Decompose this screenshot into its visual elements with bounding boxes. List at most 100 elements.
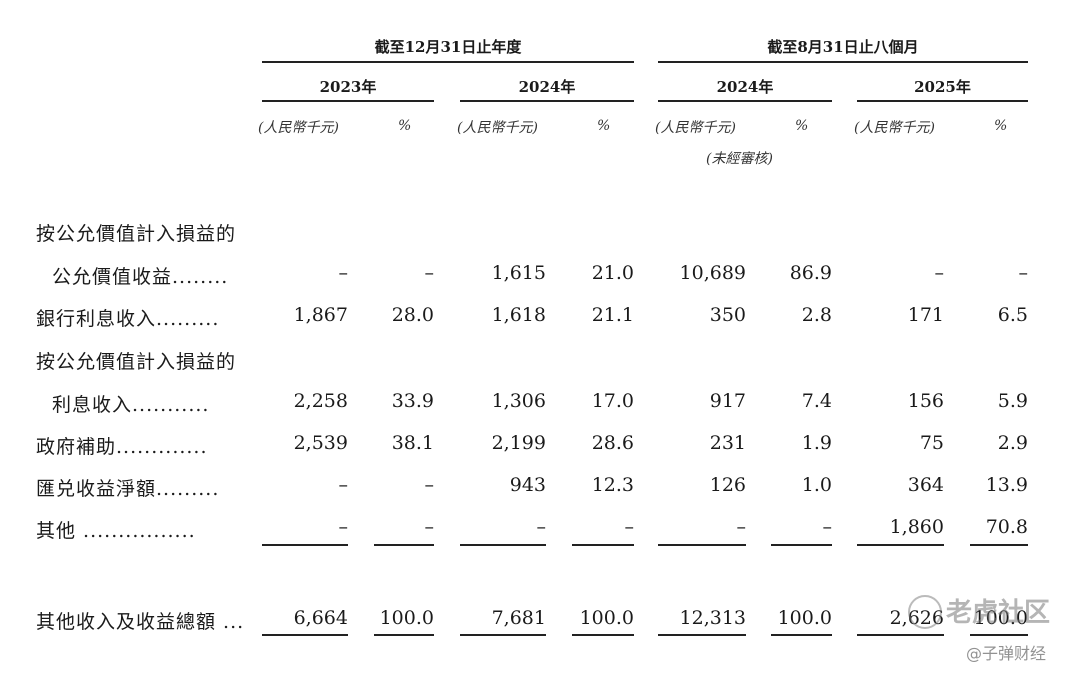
cell-fx-gains-2023-amount: – xyxy=(338,474,349,496)
subtotal-rule-2023-pct xyxy=(374,544,434,546)
cell-fx-gains-2024fy-pct: 12.3 xyxy=(591,474,634,496)
year-rule-2025 xyxy=(857,100,1028,102)
cell-total-2024fy-pct: 100.0 xyxy=(579,607,634,629)
cell-others-2023-pct: – xyxy=(424,516,435,538)
cell-fx-gains-2024m-pct: 1.0 xyxy=(801,474,832,496)
cell-gov-grants-2024fy-amount: 2,199 xyxy=(491,432,546,454)
cell-fvtpl-interest-2023-pct: 33.9 xyxy=(391,390,434,412)
cell-gov-grants-2025-pct: 2.9 xyxy=(997,432,1028,454)
unit-pct-2024-8m: % xyxy=(795,118,809,134)
cell-fx-gains-2023-pct: – xyxy=(424,474,435,496)
year-header-2024-fy: 2024年 xyxy=(518,78,576,96)
unit-rmb-2024-fy: (人民幣千元) xyxy=(457,120,538,136)
cell-others-2023-amount: – xyxy=(338,516,349,538)
total-rule-2023-amount xyxy=(262,634,348,636)
subtotal-rule-2024fy-amount xyxy=(460,544,546,546)
year-rule-2023 xyxy=(262,100,434,102)
cell-fvtpl-interest-2024m-pct: 7.4 xyxy=(801,390,832,412)
cell-bank-interest-2024m-pct: 2.8 xyxy=(801,304,832,326)
period-rule-eight-months xyxy=(658,61,1028,63)
cell-fvtpl-interest-2025-pct: 5.9 xyxy=(997,390,1028,412)
cell-fv-gains-2024m-pct: 86.9 xyxy=(789,262,832,284)
cell-gov-grants-2024m-pct: 1.9 xyxy=(801,432,832,454)
total-rule-2024m-pct xyxy=(771,634,832,636)
year-rule-2024-8m xyxy=(658,100,832,102)
cell-others-2024fy-amount: – xyxy=(536,516,547,538)
cell-fx-gains-2025-pct: 13.9 xyxy=(985,474,1028,496)
row-label-fvtpl-interest-line1: 按公允價值計入損益的 xyxy=(36,351,237,373)
period-rule-fiscal-year xyxy=(262,61,634,63)
cell-fx-gains-2024m-amount: 126 xyxy=(709,474,746,496)
row-label-fv-line1: 按公允價值計入損益的 xyxy=(36,223,237,245)
unit-pct-2024-fy: % xyxy=(597,118,611,134)
watermark-author: @子弹财经 xyxy=(966,644,1047,663)
cell-gov-grants-2023-pct: 38.1 xyxy=(391,432,434,454)
cell-fv-gains-2024m-amount: 10,689 xyxy=(679,262,746,284)
cell-bank-interest-2023-pct: 28.0 xyxy=(391,304,434,326)
cell-bank-interest-2024m-amount: 350 xyxy=(709,304,746,326)
cell-fx-gains-2025-amount: 364 xyxy=(907,474,944,496)
unit-rmb-2024-8m: (人民幣千元) xyxy=(655,120,736,136)
unit-rmb-2025: (人民幣千元) xyxy=(854,120,935,136)
cell-bank-interest-2023-amount: 1,867 xyxy=(293,304,348,326)
cell-gov-grants-2024fy-pct: 28.6 xyxy=(591,432,634,454)
cell-total-2024fy-amount: 7,681 xyxy=(491,607,546,629)
cell-fvtpl-interest-2025-amount: 156 xyxy=(907,390,944,412)
subtotal-rule-2023-amount xyxy=(262,544,348,546)
cell-fvtpl-interest-2024fy-pct: 17.0 xyxy=(591,390,634,412)
cell-fvtpl-interest-2024fy-amount: 1,306 xyxy=(491,390,546,412)
cell-others-2025-amount: 1,860 xyxy=(889,516,944,538)
watermark-brand: 老虎社区 xyxy=(946,598,1051,628)
unit-pct-2025: % xyxy=(994,118,1008,134)
watermark-logo-icon xyxy=(908,595,942,629)
subtotal-rule-2025-pct xyxy=(970,544,1028,546)
cell-total-2024m-amount: 12,313 xyxy=(679,607,746,629)
cell-bank-interest-2024fy-amount: 1,618 xyxy=(491,304,546,326)
total-rule-2025-pct xyxy=(970,634,1028,636)
year-header-2023: 2023年 xyxy=(319,78,377,96)
subtotal-rule-2024fy-pct xyxy=(572,544,634,546)
row-label-fv-line2: 公允價值收益........ xyxy=(52,266,229,288)
unit-pct-2023: % xyxy=(398,118,412,134)
year-rule-2024-fy xyxy=(460,100,634,102)
total-rule-2023-pct xyxy=(374,634,434,636)
total-rule-2025-amount xyxy=(857,634,944,636)
period-header-fiscal-year: 截至12月31日止年度 xyxy=(374,38,522,56)
cell-bank-interest-2025-amount: 171 xyxy=(907,304,944,326)
cell-total-2023-pct: 100.0 xyxy=(379,607,434,629)
year-header-2024-8m: 2024年 xyxy=(716,78,774,96)
cell-others-2024m-amount: – xyxy=(736,516,747,538)
row-label-others: 其他 ................ xyxy=(36,520,196,542)
cell-fv-gains-2023-pct: – xyxy=(424,262,435,284)
row-label-total: 其他收入及收益總額 ... xyxy=(36,611,245,633)
cell-gov-grants-2024m-amount: 231 xyxy=(709,432,746,454)
cell-total-2024m-pct: 100.0 xyxy=(777,607,832,629)
cell-others-2025-pct: 70.8 xyxy=(985,516,1028,538)
cell-bank-interest-2025-pct: 6.5 xyxy=(997,304,1028,326)
cell-gov-grants-2025-amount: 75 xyxy=(919,432,944,454)
row-label-fvtpl-interest-line2: 利息收入........... xyxy=(52,394,210,416)
cell-fv-gains-2025-amount: – xyxy=(934,262,945,284)
subtotal-rule-2024m-pct xyxy=(771,544,832,546)
cell-fvtpl-interest-2023-amount: 2,258 xyxy=(293,390,348,412)
cell-others-2024fy-pct: – xyxy=(624,516,635,538)
subtotal-rule-2025-amount xyxy=(857,544,944,546)
subtotal-rule-2024m-amount xyxy=(658,544,746,546)
cell-total-2023-amount: 6,664 xyxy=(293,607,348,629)
row-label-bank-interest: 銀行利息收入......... xyxy=(36,308,220,330)
cell-fv-gains-2024fy-amount: 1,615 xyxy=(491,262,546,284)
cell-others-2024m-pct: – xyxy=(822,516,833,538)
cell-fx-gains-2024fy-amount: 943 xyxy=(509,474,546,496)
total-rule-2024fy-pct xyxy=(572,634,634,636)
unit-rmb-2023: (人民幣千元) xyxy=(258,120,339,136)
row-label-gov-grants: 政府補助............. xyxy=(36,436,208,458)
cell-fvtpl-interest-2024m-amount: 917 xyxy=(709,390,746,412)
cell-fv-gains-2023-amount: – xyxy=(338,262,349,284)
period-header-eight-months: 截至8月31日止八個月 xyxy=(767,38,919,56)
unit-unaudited: (未經審核) xyxy=(706,151,773,167)
year-header-2025: 2025年 xyxy=(914,78,971,96)
total-rule-2024fy-amount xyxy=(460,634,546,636)
row-label-fx-gains: 匯兑收益淨額......... xyxy=(36,478,220,500)
cell-bank-interest-2024fy-pct: 21.1 xyxy=(591,304,634,326)
total-rule-2024m-amount xyxy=(658,634,746,636)
